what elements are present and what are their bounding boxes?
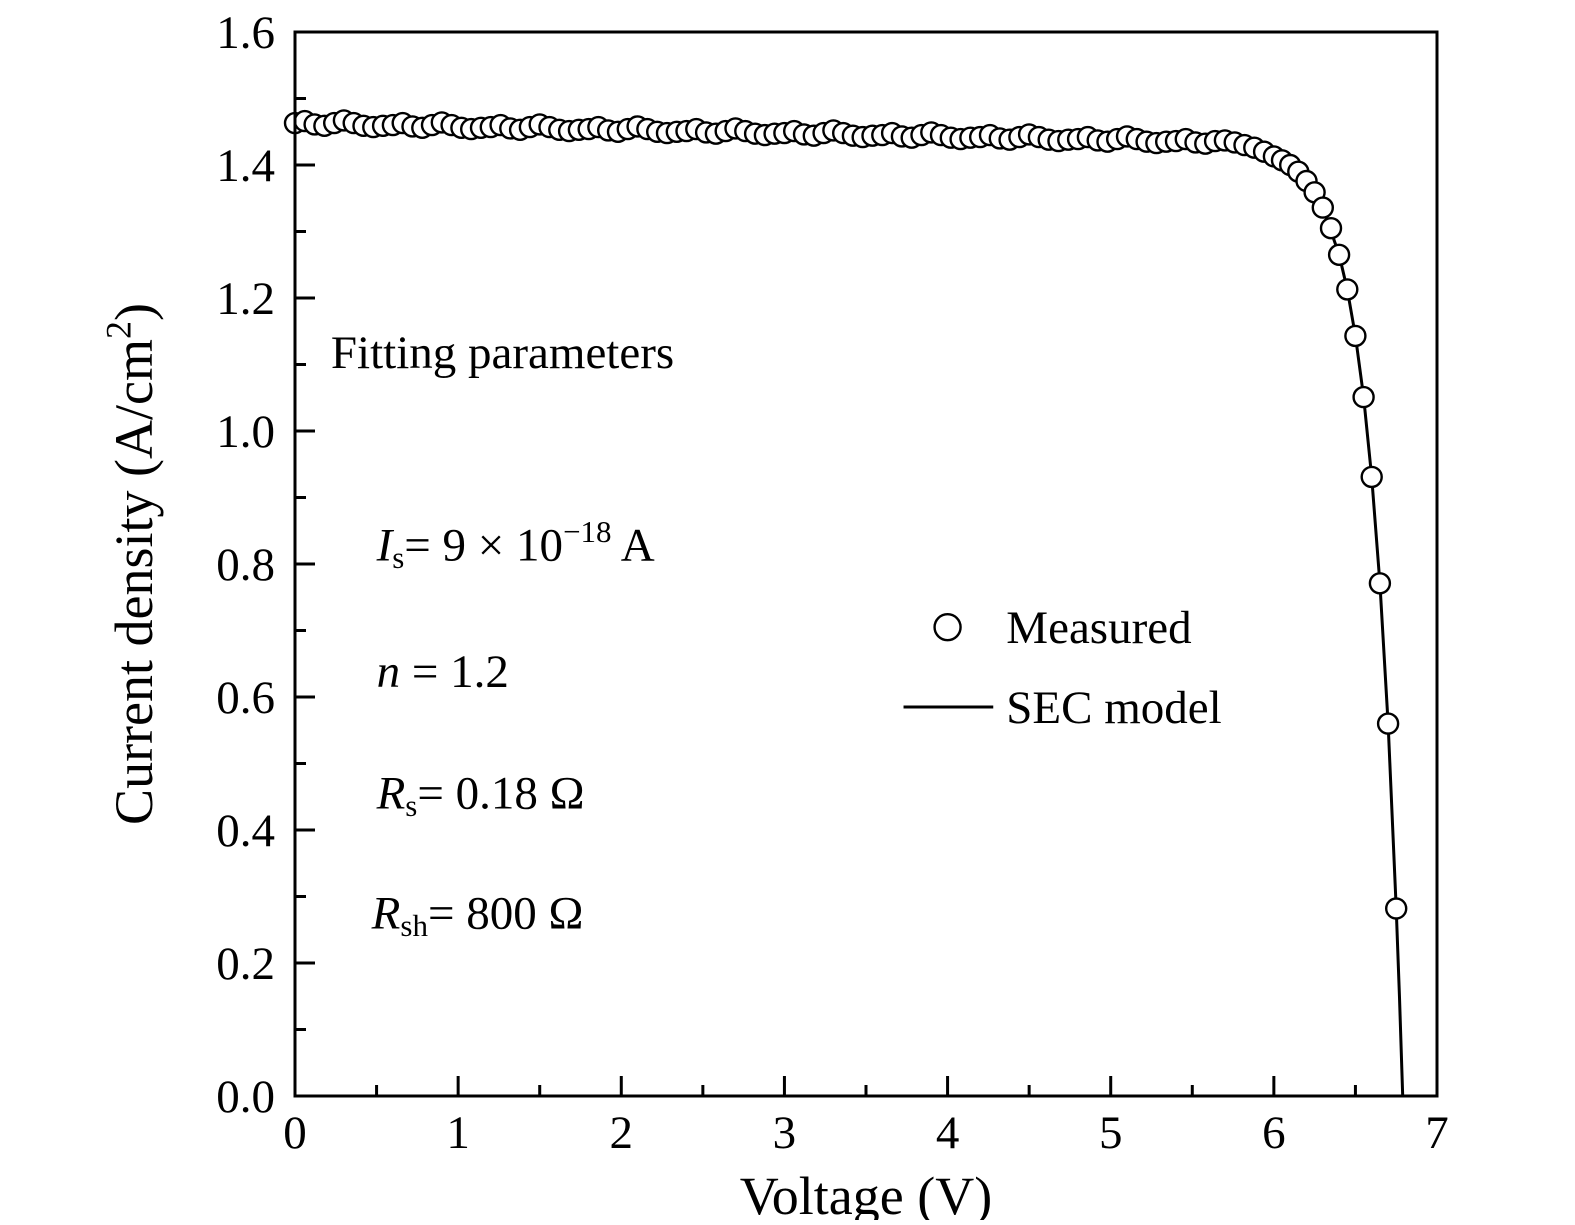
legend-label-1: SEC model <box>1006 682 1221 734</box>
x-tick-label: 1 <box>446 1107 470 1159</box>
legend-label-0: Measured <box>1006 602 1191 654</box>
y-tick-label: 1.4 <box>216 140 275 192</box>
y-tick-label: 0.6 <box>216 672 275 724</box>
y-tick-label: 0.4 <box>216 805 275 857</box>
fitting-parameters-title: Fitting parameters <box>331 327 674 379</box>
x-tick-label: 7 <box>1425 1107 1449 1159</box>
legend-measured-marker <box>933 612 962 642</box>
x-tick-label: 4 <box>936 1107 960 1159</box>
measured-point <box>1376 712 1400 735</box>
y-tick-label: 0.2 <box>216 938 275 990</box>
measured-point <box>1360 465 1383 489</box>
axis-ticks <box>293 30 1439 1098</box>
x-tick-label: 5 <box>1099 1107 1123 1159</box>
y-tick-labels: 0.0 0.2 0.4 0.6 0.8 1.0 1.2 1.4 1.6 <box>216 7 275 1123</box>
measured-point <box>1352 385 1375 409</box>
y-axis-title: Current density (A/cm2) <box>98 303 164 825</box>
y-tick-label: 0.0 <box>216 1071 275 1123</box>
measured-point <box>1311 196 1335 219</box>
measured-series <box>283 109 1408 920</box>
x-tick-label: 3 <box>773 1107 797 1159</box>
x-tick-labels: 0 1 2 3 4 5 6 7 <box>283 1107 1449 1159</box>
measured-point <box>1336 278 1359 301</box>
y-tick-label: 1.0 <box>216 406 275 458</box>
x-tick-label: 0 <box>283 1107 307 1159</box>
x-tick-label: 2 <box>610 1107 634 1159</box>
y-tick-label: 1.2 <box>216 273 275 325</box>
y-tick-label: 0.8 <box>216 539 275 591</box>
fitting-parameters-block: Fitting parameters Is= 9 × 10−18 A n = 1.2… <box>331 327 674 943</box>
measured-point <box>1344 324 1367 348</box>
param-n: n = 1.2 <box>377 646 509 698</box>
param-rsh: Rsh= 800 Ω <box>371 887 584 943</box>
measured-point <box>1319 216 1343 240</box>
param-is: Is= 9 × 10−18 A <box>376 514 655 575</box>
measured-point <box>1384 897 1408 920</box>
sec-model-line <box>294 123 1405 1097</box>
x-axis-title: Voltage (V) <box>740 1166 992 1220</box>
legend: Measured SEC model <box>903 602 1222 734</box>
param-rs: Rs= 0.18 Ω <box>376 768 585 824</box>
x-tick-label: 6 <box>1262 1107 1286 1159</box>
measured-point <box>1327 243 1351 267</box>
measured-point <box>1368 572 1392 595</box>
y-tick-label: 1.6 <box>216 7 275 59</box>
